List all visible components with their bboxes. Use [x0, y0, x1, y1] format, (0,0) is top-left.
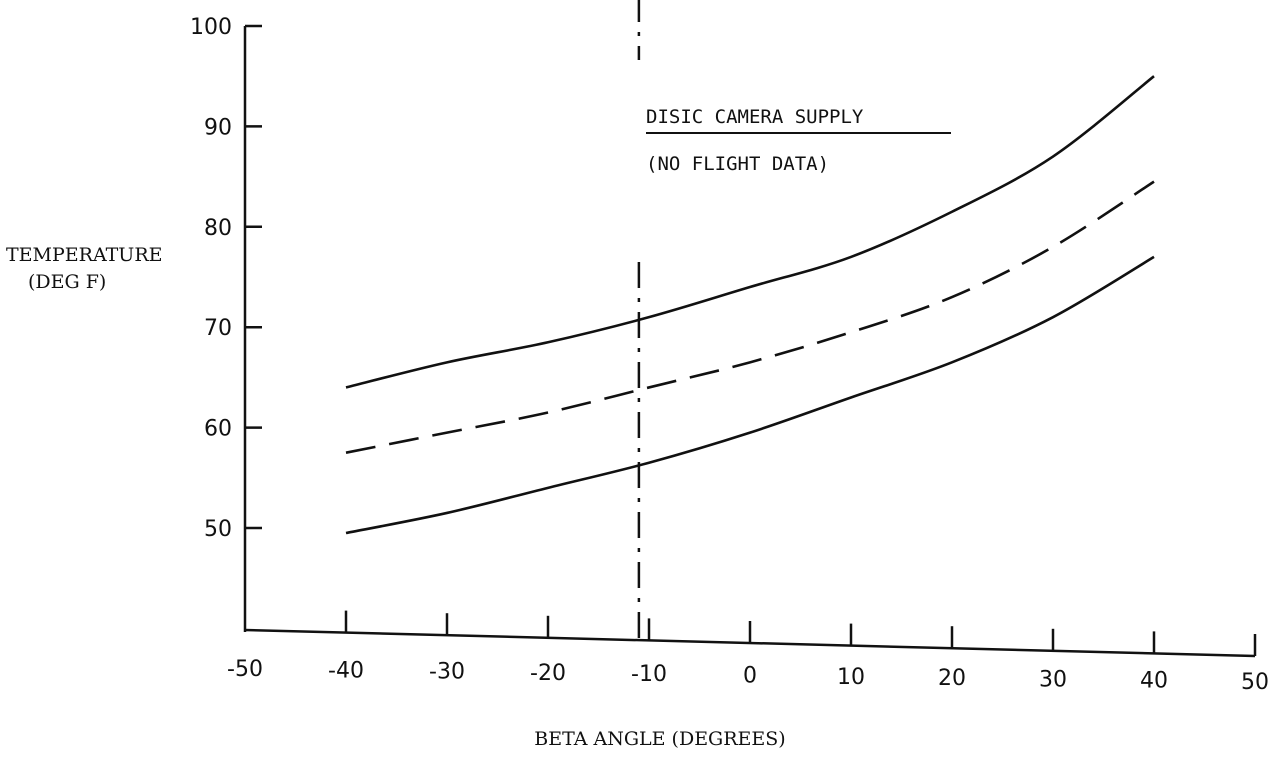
x-tick-label: -30	[429, 660, 465, 685]
annotation: DISIC CAMERA SUPPLY (NO FLIGHT DATA)	[646, 106, 951, 175]
x-tick-label: -50	[227, 657, 263, 682]
annotation-title: DISIC CAMERA SUPPLY	[646, 106, 864, 128]
series-line-2	[345, 180, 1155, 454]
x-axis-title: BETA ANGLE (DEGREES)	[534, 728, 785, 750]
x-tick-label: -20	[530, 661, 566, 686]
y-axis-title-line-1: TEMPERATURE	[6, 244, 163, 266]
series-lines	[345, 75, 1155, 535]
series-line-3	[345, 255, 1155, 535]
x-tick-label: -10	[631, 662, 667, 687]
y-tick-label: 60	[204, 417, 232, 442]
series-line-1	[345, 75, 1155, 389]
x-tick-label: 10	[837, 665, 865, 690]
annotation-subtitle: (NO FLIGHT DATA)	[646, 153, 829, 175]
y-ticks: 50 60 70 80 90 100	[190, 15, 262, 542]
y-tick-label: 70	[204, 316, 232, 341]
y-tick-label: 50	[204, 517, 232, 542]
y-tick-label: 90	[204, 115, 232, 140]
x-tick-label: 50	[1241, 670, 1269, 695]
x-tick-label: 40	[1140, 669, 1168, 694]
x-tick-label: 30	[1039, 667, 1067, 692]
x-tick-label: -40	[328, 658, 364, 683]
y-axis-title: TEMPERATURE (DEG F)	[6, 244, 163, 293]
x-tick-label: 20	[938, 666, 966, 691]
x-ticks: -50 -40 -30 -20 -10 0 10 20 30 40 50	[227, 610, 1269, 695]
x-tick-label: 0	[743, 664, 757, 689]
y-axis-title-line-2: (DEG F)	[28, 271, 106, 293]
y-tick-label: 100	[190, 15, 232, 40]
y-tick-label: 80	[204, 216, 232, 241]
